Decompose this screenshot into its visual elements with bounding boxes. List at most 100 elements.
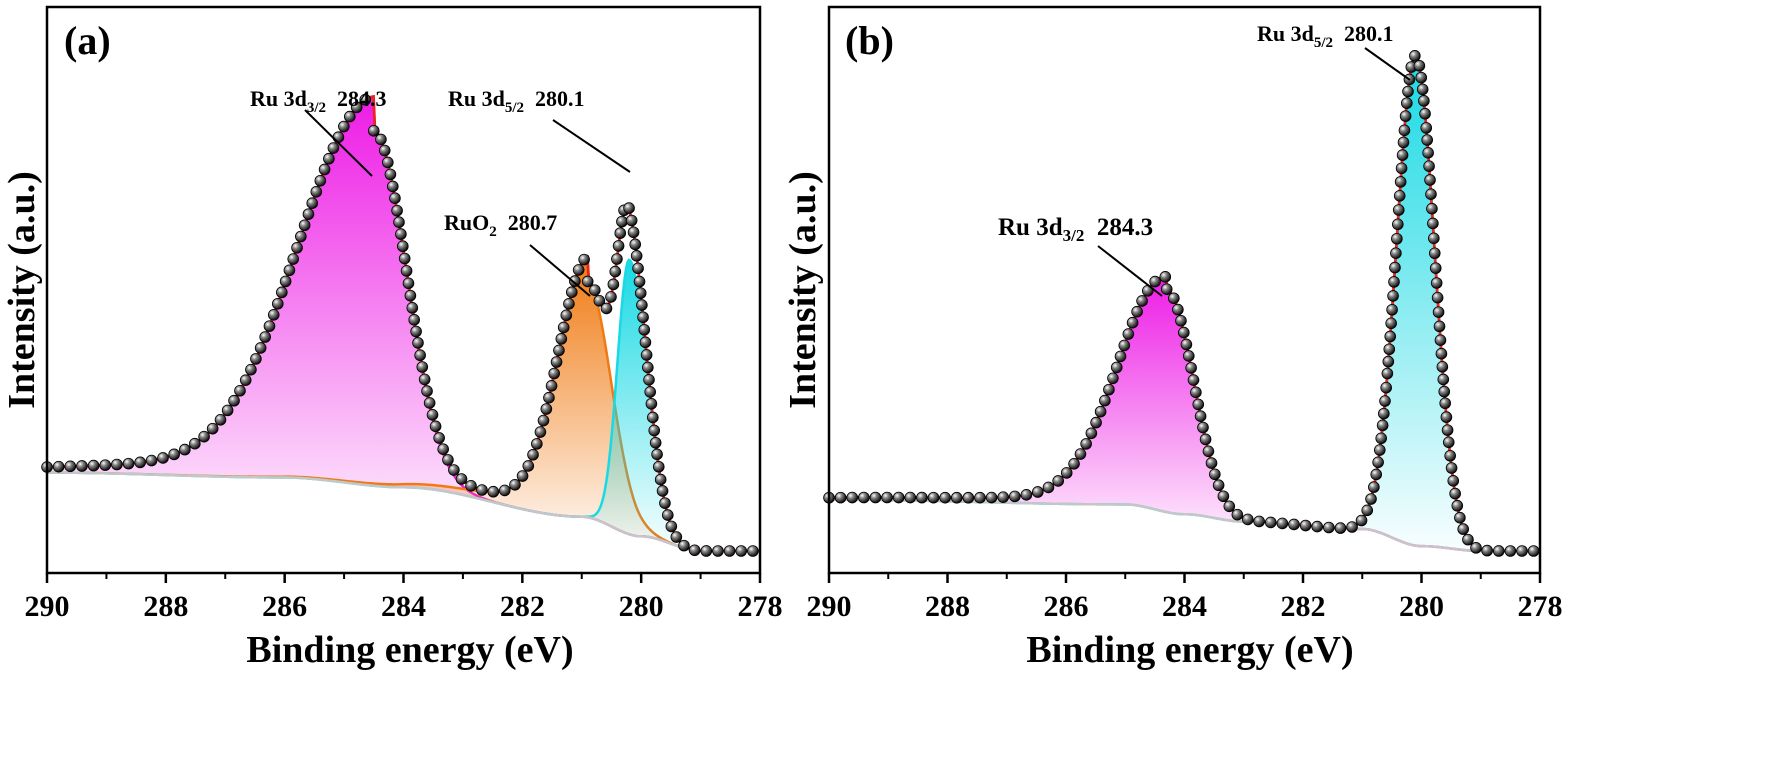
- data-point: [228, 394, 240, 407]
- data-point: [1444, 449, 1456, 462]
- component-fill-ru52-a: [47, 259, 760, 551]
- data-point: [1481, 544, 1493, 557]
- data-point: [612, 240, 625, 252]
- data-point: [1402, 85, 1414, 98]
- data-point: [302, 208, 315, 220]
- annotation-ru52-a-sub: 5/2: [505, 100, 524, 116]
- data-point: [651, 448, 663, 461]
- data-point: [1433, 320, 1446, 333]
- data-point: [1527, 545, 1540, 557]
- data-point: [1415, 71, 1428, 84]
- data-point: [633, 275, 646, 288]
- data-point: [1199, 433, 1212, 446]
- data-point: [487, 485, 500, 498]
- data-point: [404, 289, 417, 302]
- data-point: [295, 230, 307, 243]
- data-point: [76, 460, 88, 472]
- data-point: [1168, 292, 1180, 305]
- data-point: [1418, 95, 1430, 107]
- data-point: [1368, 481, 1380, 493]
- data-point: [1241, 513, 1254, 526]
- data-point: [455, 473, 468, 485]
- annotation-ru52-a-value: 280.1: [524, 86, 585, 111]
- data-point: [625, 214, 638, 227]
- data-point: [581, 275, 594, 288]
- panel-a: (a) 290 288 286 284 282 280 278 Binding energy…: [1, 5, 783, 671]
- data-point: [1462, 533, 1474, 546]
- data-point: [1099, 394, 1111, 407]
- data-point: [318, 163, 331, 176]
- measured-points-b: [823, 50, 1540, 557]
- data-point: [429, 420, 442, 433]
- data-point: [634, 287, 647, 299]
- annotation-ruo2-a-value: 280.7: [497, 210, 558, 235]
- data-point: [644, 386, 656, 398]
- x-axis-title-b: Binding energy (eV): [1026, 629, 1353, 671]
- data-point: [548, 367, 560, 380]
- x-tick-label: 286: [262, 590, 307, 623]
- data-point: [522, 460, 535, 472]
- data-point: [1126, 316, 1139, 329]
- annotation-ru52-a: Ru 3d5/2 280.1: [448, 86, 585, 116]
- data-point: [410, 325, 422, 338]
- data-point: [271, 297, 284, 310]
- data-point: [1440, 411, 1453, 423]
- data-point: [1334, 522, 1347, 534]
- data-point: [391, 204, 403, 217]
- data-point: [1212, 479, 1225, 492]
- annotation-ru52-b-sub: 5/2: [1314, 35, 1333, 51]
- data-point: [1439, 397, 1451, 410]
- data-point: [545, 380, 558, 392]
- data-point: [1107, 372, 1119, 385]
- data-point: [393, 216, 405, 229]
- y-axis-title-a: Intensity (a.u.): [1, 171, 43, 409]
- data-point: [1103, 383, 1115, 396]
- data-point: [263, 320, 276, 332]
- data-point: [1175, 314, 1187, 327]
- data-point: [1346, 521, 1358, 533]
- data-point: [1060, 467, 1073, 479]
- data-point: [396, 240, 409, 253]
- data-point: [421, 385, 433, 397]
- data-point: [1355, 514, 1368, 527]
- data-point: [1182, 350, 1195, 362]
- leader-ru32-a: [304, 109, 373, 177]
- data-point: [1361, 504, 1374, 517]
- data-point: [640, 349, 653, 361]
- data-point: [323, 152, 335, 165]
- annotation-ruo2-a-text: RuO: [444, 210, 489, 235]
- data-point: [314, 174, 327, 187]
- data-point: [1424, 174, 1436, 186]
- data-point: [1420, 122, 1433, 134]
- data-point: [1202, 445, 1215, 458]
- data-point: [555, 333, 568, 345]
- data-point: [1392, 218, 1404, 231]
- data-point: [654, 473, 667, 486]
- annotation-ru52-b: Ru 3d5/2 280.1: [1257, 21, 1394, 51]
- plot-area-a: [41, 93, 760, 557]
- data-point: [509, 478, 521, 491]
- data-point: [1454, 511, 1466, 524]
- data-point: [1385, 317, 1397, 330]
- annotation-ru32-a-sub: 3/2: [307, 100, 326, 116]
- data-point: [1394, 176, 1407, 188]
- panel-label-a: (a): [64, 18, 111, 63]
- data-point: [637, 311, 649, 324]
- data-point: [1110, 361, 1123, 374]
- data-point: [611, 253, 623, 265]
- data-point: [531, 438, 543, 450]
- data-point: [1423, 160, 1435, 172]
- data-point: [607, 278, 620, 291]
- data-point: [1427, 217, 1439, 230]
- x-tick-label: 290: [807, 590, 852, 623]
- data-point: [846, 491, 859, 504]
- data-point: [338, 120, 350, 133]
- data-point: [1457, 523, 1470, 535]
- data-point: [939, 491, 951, 504]
- x-tick-label: 278: [1518, 590, 1563, 623]
- annotation-ru32-a-value: 284.3: [326, 86, 387, 111]
- data-point: [1504, 545, 1517, 557]
- data-point: [332, 131, 345, 143]
- data-point: [1384, 330, 1397, 343]
- data-point: [645, 397, 658, 410]
